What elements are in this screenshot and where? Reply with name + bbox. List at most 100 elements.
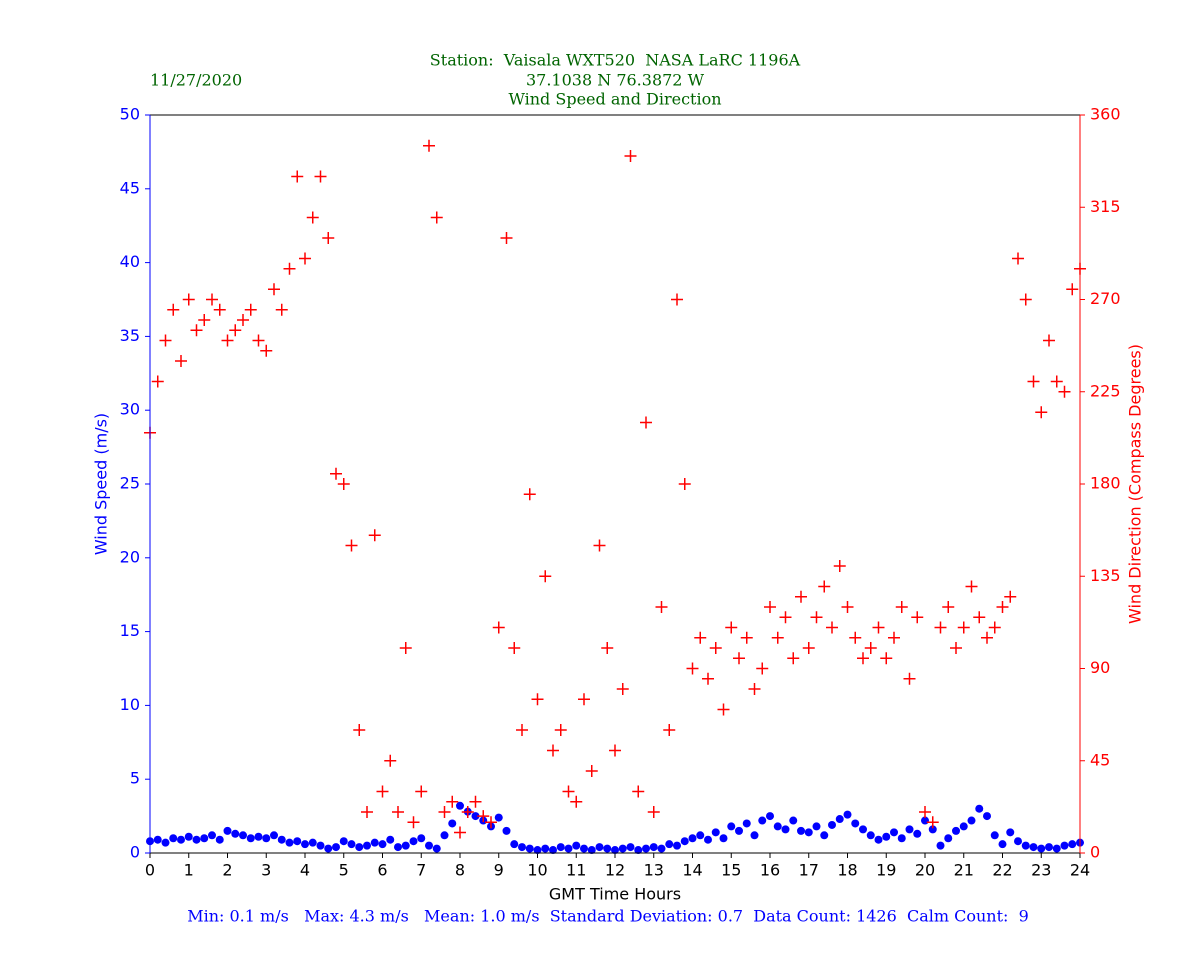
speed-point (518, 843, 526, 852)
direction-point (469, 795, 482, 808)
x-tick-label: 16 (760, 861, 780, 880)
speed-point (564, 844, 573, 853)
direction-point (523, 488, 536, 501)
x-tick-label: 24 (1070, 861, 1090, 880)
speed-point (944, 834, 953, 843)
direction-point (430, 211, 443, 224)
speed-point (184, 832, 193, 841)
y2-axis-label: Wind Direction (Compass Degrees) (1126, 344, 1145, 624)
direction-point (244, 303, 257, 316)
direction-point (252, 334, 265, 347)
direction-point (1050, 375, 1063, 388)
speed-point (339, 837, 348, 846)
direction-point (190, 324, 203, 337)
y2-tick-label: 360 (1090, 105, 1121, 124)
speed-point (952, 826, 960, 835)
x-tick-label: 10 (527, 861, 547, 880)
speed-point (990, 831, 999, 840)
direction-point (392, 806, 404, 818)
chart-subtitle: 37.1038 N 76.3872 W (526, 71, 705, 90)
y2-tick-label: 135 (1090, 566, 1121, 585)
direction-point (345, 539, 358, 552)
speed-point (215, 835, 224, 844)
direction-point (182, 293, 195, 306)
speed-point (355, 843, 364, 852)
y-axis-label: Wind Speed (m/s) (92, 413, 111, 555)
direction-point (446, 795, 459, 808)
speed-point (409, 837, 418, 846)
x-tick-label: 1 (184, 861, 194, 880)
speed-point (432, 844, 441, 853)
speed-point (649, 843, 658, 852)
direction-point (322, 232, 335, 244)
speed-point (1045, 843, 1053, 852)
direction-point (213, 303, 226, 316)
direction-point (818, 580, 831, 593)
x-tick-label: 21 (954, 861, 974, 880)
x-tick-label: 22 (992, 861, 1012, 880)
direction-point (1012, 252, 1024, 265)
speed-point (293, 837, 302, 846)
direction-point (423, 139, 435, 152)
speed-point (308, 838, 317, 847)
speed-point (758, 816, 767, 825)
x-tick-label: 3 (261, 861, 271, 880)
direction-point (748, 683, 761, 695)
direction-point (477, 810, 490, 823)
speed-point (905, 825, 914, 834)
y-tick-label: 30 (120, 400, 140, 419)
speed-point (541, 844, 550, 853)
direction-point (950, 642, 962, 654)
direction-point (268, 283, 280, 296)
direction-point (609, 744, 621, 757)
y-tick-label: 20 (120, 547, 140, 566)
direction-point (725, 621, 738, 634)
direction-point (306, 211, 319, 224)
direction-point (787, 652, 800, 665)
direction-point (841, 601, 854, 613)
x-tick-label: 8 (455, 861, 465, 880)
speed-point (572, 841, 581, 850)
speed-point (704, 835, 712, 844)
speed-point (998, 840, 1007, 849)
direction-point (593, 539, 606, 552)
x-tick-label: 20 (915, 861, 935, 880)
direction-point (663, 724, 676, 736)
direction-point (771, 631, 784, 644)
speed-point (866, 831, 875, 840)
speed-point (882, 832, 891, 841)
speed-point (262, 834, 271, 843)
speed-point (959, 822, 968, 831)
direction-point (702, 672, 714, 685)
speed-point (401, 841, 410, 850)
y-tick-label: 5 (130, 769, 140, 788)
direction-point (260, 344, 273, 357)
speed-point (161, 838, 170, 847)
speed-point (1052, 844, 1061, 853)
speed-point (766, 812, 774, 821)
direction-point (531, 693, 544, 706)
speed-point (595, 843, 604, 852)
speed-point (859, 825, 867, 834)
speed-point (789, 816, 798, 825)
direction-point (640, 416, 652, 429)
speed-point (525, 844, 534, 853)
direction-point (756, 662, 769, 675)
direction-point (632, 785, 645, 798)
speed-point (301, 840, 309, 849)
speed-point (169, 834, 178, 843)
direction-point (795, 590, 807, 603)
direction-point (578, 693, 590, 706)
x-tick-label: 7 (416, 861, 426, 880)
speed-point (1060, 841, 1069, 850)
x-tick-label: 17 (799, 861, 819, 880)
direction-point (864, 642, 877, 654)
x-tick-label: 11 (566, 861, 586, 880)
direction-point (717, 703, 730, 716)
direction-point (857, 652, 869, 665)
y2-tick-label: 225 (1090, 381, 1121, 400)
direction-point (167, 303, 180, 316)
direction-point (376, 785, 389, 798)
speed-point (1021, 841, 1030, 850)
